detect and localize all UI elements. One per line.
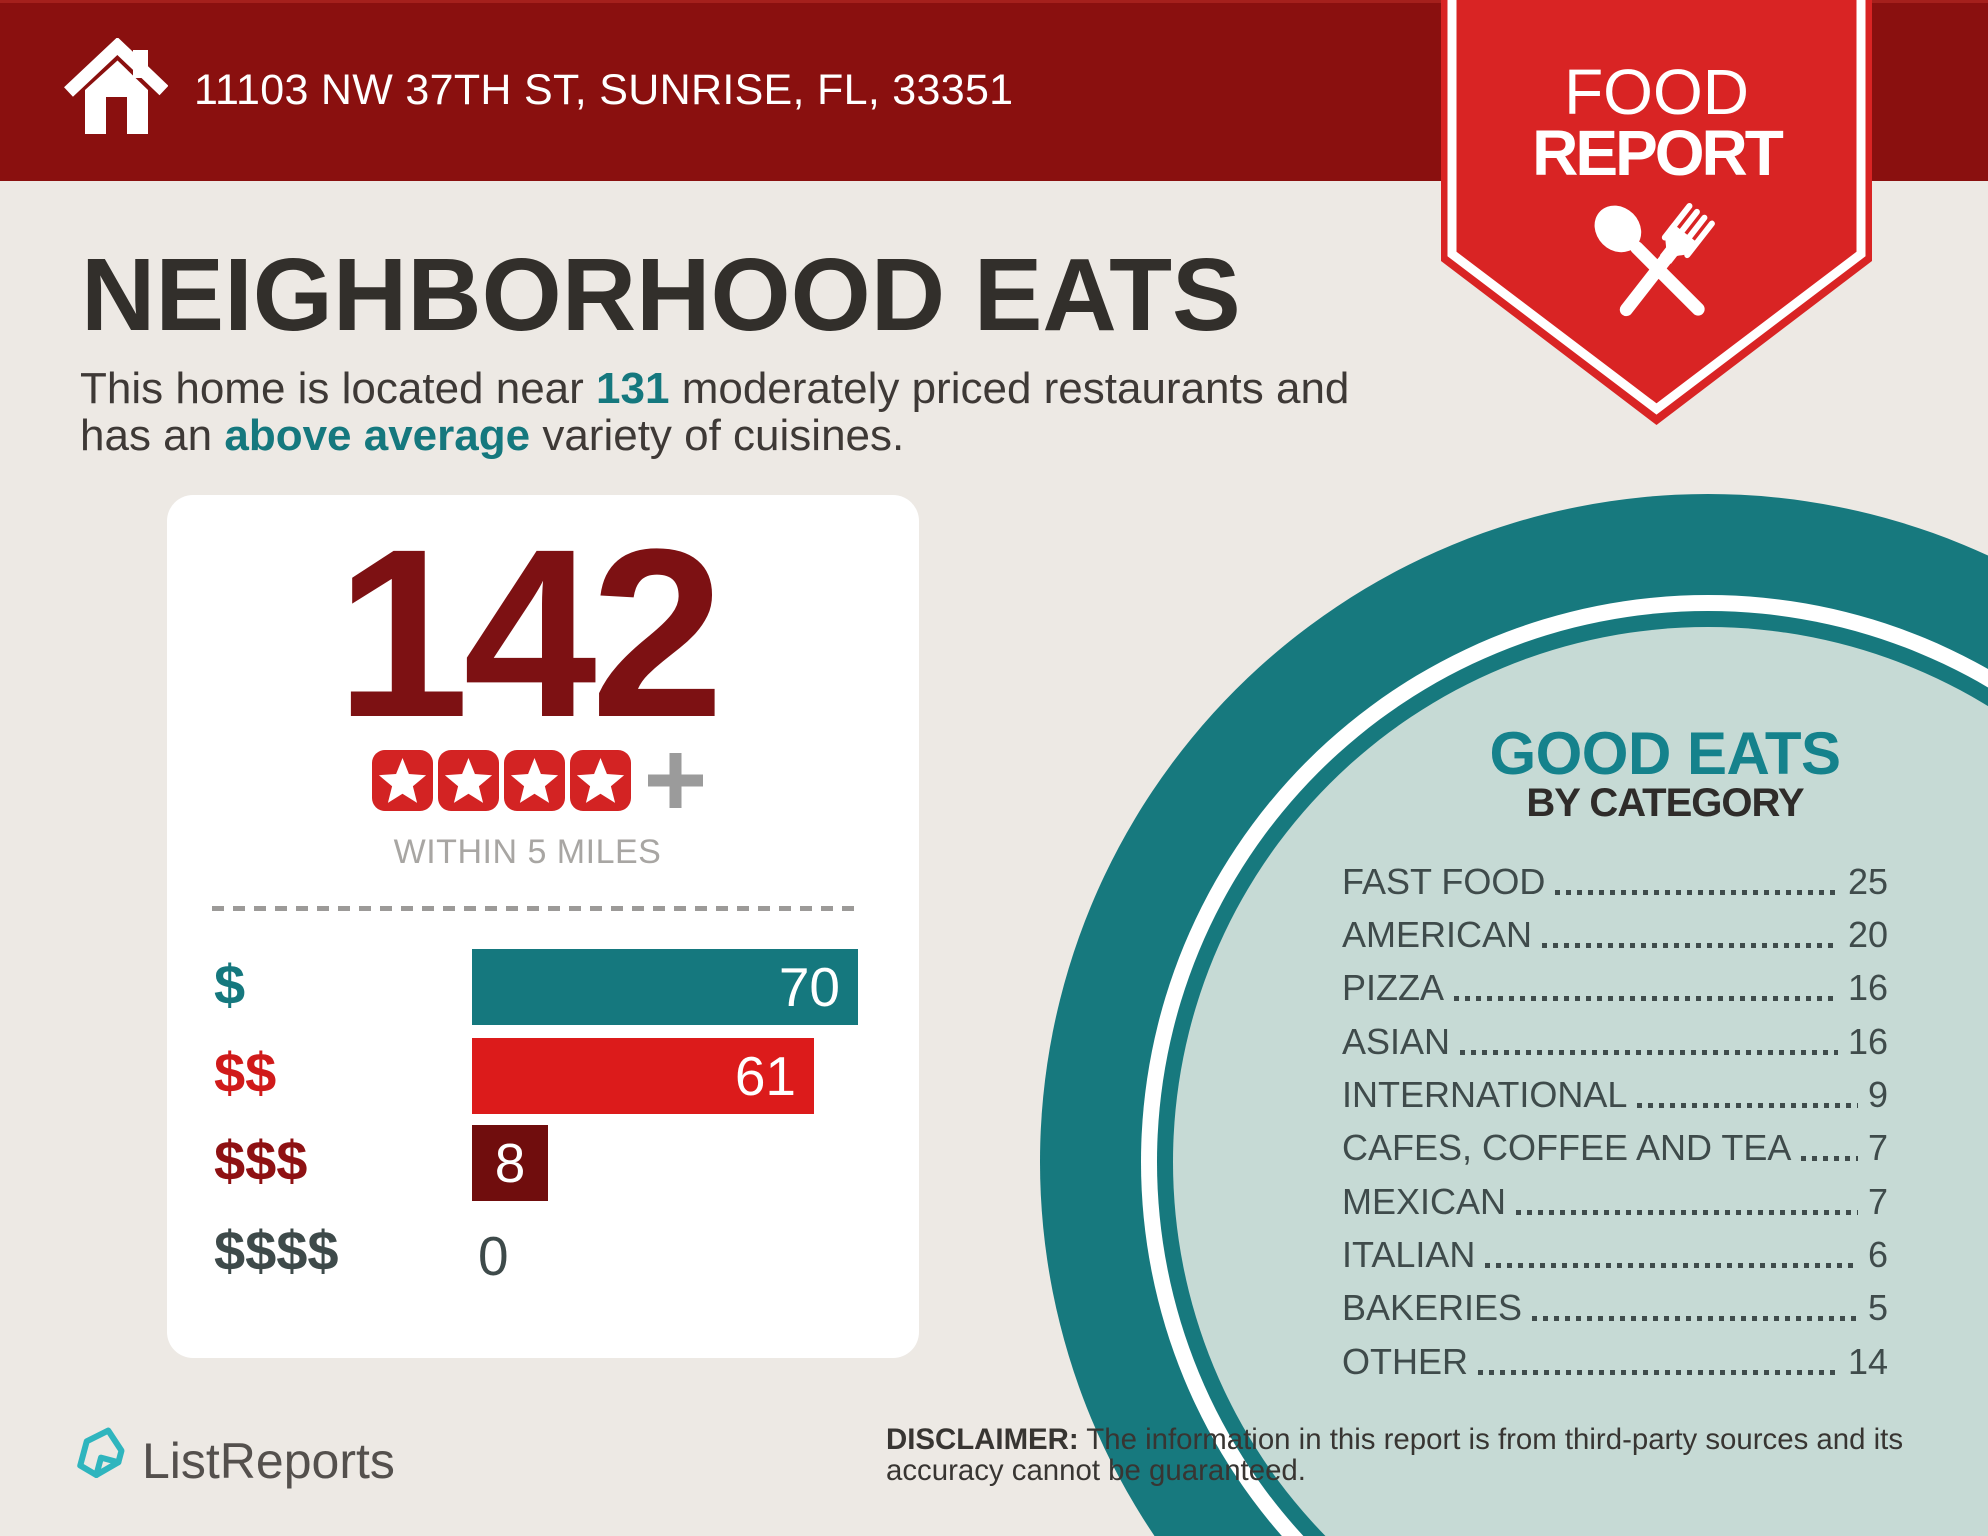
- svg-text:REPORT: REPORT: [1532, 117, 1784, 189]
- svg-text:FOOD: FOOD: [1564, 56, 1749, 128]
